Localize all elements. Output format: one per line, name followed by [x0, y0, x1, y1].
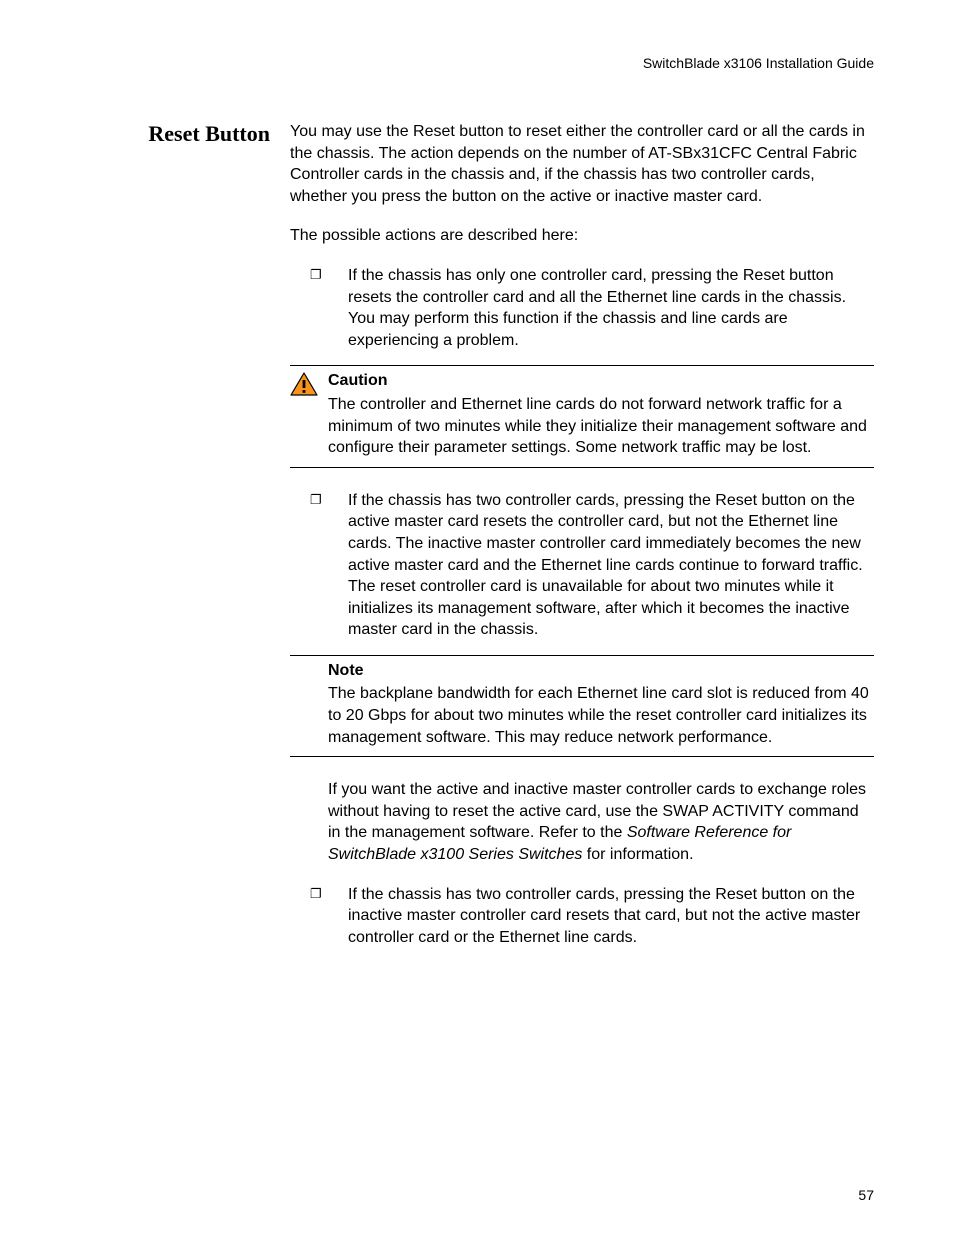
- page-number: 57: [858, 1187, 874, 1203]
- note-title: Note: [328, 660, 874, 682]
- bullet-text: If the chassis has two controller cards,…: [348, 884, 874, 949]
- note-callout: Note The backplane bandwidth for each Et…: [290, 655, 874, 757]
- bullet-marker-icon: ❐: [290, 884, 348, 949]
- running-header: SwitchBlade x3106 Installation Guide: [80, 55, 874, 71]
- caution-body: The controller and Ethernet line cards d…: [328, 394, 874, 459]
- bullet-marker-icon: ❐: [290, 490, 348, 641]
- section-body: You may use the Reset button to reset ei…: [290, 121, 874, 962]
- bullet-text: If the chassis has only one controller c…: [348, 265, 874, 351]
- note-body: The backplane bandwidth for each Etherne…: [328, 683, 874, 748]
- section-heading: Reset Button: [80, 121, 290, 147]
- bullet-item: ❐ If the chassis has two controller card…: [290, 490, 874, 641]
- page: SwitchBlade x3106 Installation Guide Res…: [0, 0, 954, 1235]
- section-row: Reset Button You may use the Reset butto…: [80, 121, 874, 962]
- swap-para-post: for information.: [582, 846, 693, 863]
- bullet-item: ❐ If the chassis has only one controller…: [290, 265, 874, 351]
- caution-icon: [290, 370, 328, 396]
- swap-activity-paragraph: If you want the active and inactive mast…: [328, 779, 874, 865]
- note-icon-spacer: [290, 660, 328, 662]
- caution-callout: Caution The controller and Ethernet line…: [290, 365, 874, 467]
- caution-title: Caution: [328, 370, 874, 392]
- bullet-text: If the chassis has two controller cards,…: [348, 490, 874, 641]
- bullet-marker-icon: ❐: [290, 265, 348, 351]
- intro-paragraph: You may use the Reset button to reset ei…: [290, 121, 874, 207]
- actions-lead: The possible actions are described here:: [290, 225, 874, 247]
- bullet-item: ❐ If the chassis has two controller card…: [290, 884, 874, 949]
